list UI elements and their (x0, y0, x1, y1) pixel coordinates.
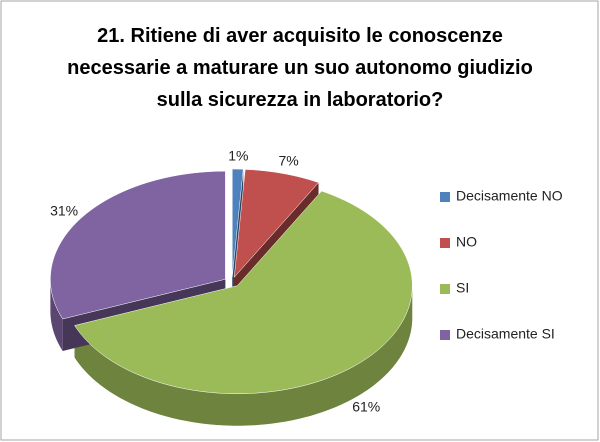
data-label: 1% (228, 147, 248, 163)
legend-label: Decisamente SI (456, 326, 555, 342)
legend-label: SI (456, 280, 469, 296)
legend-swatch (440, 330, 450, 340)
slice (74, 190, 413, 394)
slice (232, 168, 244, 278)
slice-wall (74, 285, 413, 426)
data-label: 31% (50, 202, 78, 218)
slice (50, 170, 226, 320)
data-label: 61% (352, 399, 380, 415)
slice-wall (50, 279, 63, 351)
legend-label: NO (456, 234, 477, 250)
legend-swatch (440, 284, 450, 294)
chart-title: 21. Ritiene di aver acquisito le conosce… (67, 25, 533, 111)
legend-swatch (440, 192, 450, 202)
legend-label: Decisamente NO (456, 188, 563, 204)
slice (233, 169, 319, 278)
data-label: 7% (279, 152, 299, 168)
legend-swatch (440, 238, 450, 248)
